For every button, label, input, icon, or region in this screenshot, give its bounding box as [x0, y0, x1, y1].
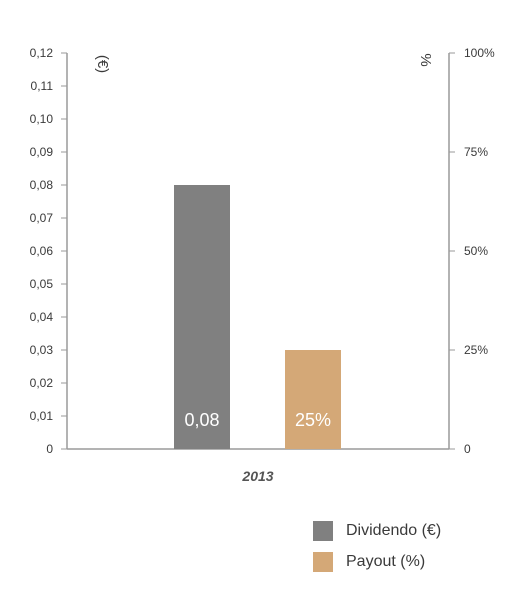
- category-label: 2013: [241, 468, 273, 484]
- left-tick-label: 0,03: [30, 343, 54, 357]
- right-axis-unit: %: [417, 53, 434, 66]
- right-tick-label: 0: [464, 442, 471, 456]
- right-tick-label: 25%: [464, 343, 488, 357]
- legend-label-payout: Payout (%): [346, 552, 426, 570]
- left-axis-unit: (€): [94, 55, 111, 73]
- right-axis-ticks: 0 25% 50% 75% 100%: [449, 46, 495, 456]
- left-axis-ticks: 0 0,01 0,02 0,03 0,04 0,05 0,06 0,07 0,08 0,09 0,1…: [30, 46, 67, 456]
- left-tick-label: 0: [46, 442, 53, 456]
- legend-label-dividendo: Dividendo (€): [346, 521, 442, 539]
- left-tick-label: 0,01: [30, 409, 54, 423]
- bars: 0,08 25%: [174, 185, 341, 449]
- legend: Dividendo (€) Payout (%): [313, 520, 441, 582]
- left-tick-label: 0,05: [30, 277, 54, 291]
- data-label-dividendo: 0,08: [184, 410, 219, 430]
- right-tick-label: 75%: [464, 145, 488, 159]
- right-tick-label: 50%: [464, 244, 488, 258]
- axes: [66, 53, 450, 450]
- left-tick-label: 0,07: [30, 211, 54, 225]
- legend-swatch-dividendo: [313, 520, 333, 541]
- left-tick-label: 0,04: [30, 310, 54, 324]
- bar-payout: [285, 350, 341, 449]
- legend-swatch-payout: [313, 551, 333, 572]
- bar-dividendo: [174, 185, 230, 449]
- left-tick-label: 0,12: [30, 46, 54, 60]
- data-label-payout: 25%: [295, 410, 331, 430]
- left-tick-label: 0,10: [30, 112, 54, 126]
- legend-item-dividendo: Dividendo (€): [313, 520, 441, 541]
- right-tick-label: 100%: [464, 46, 495, 60]
- left-tick-label: 0,08: [30, 178, 54, 192]
- left-tick-label: 0,06: [30, 244, 54, 258]
- legend-item-payout: Payout (%): [313, 551, 441, 572]
- left-tick-label: 0,02: [30, 376, 54, 390]
- left-tick-label: 0,09: [30, 145, 54, 159]
- left-tick-label: 0,11: [31, 79, 54, 93]
